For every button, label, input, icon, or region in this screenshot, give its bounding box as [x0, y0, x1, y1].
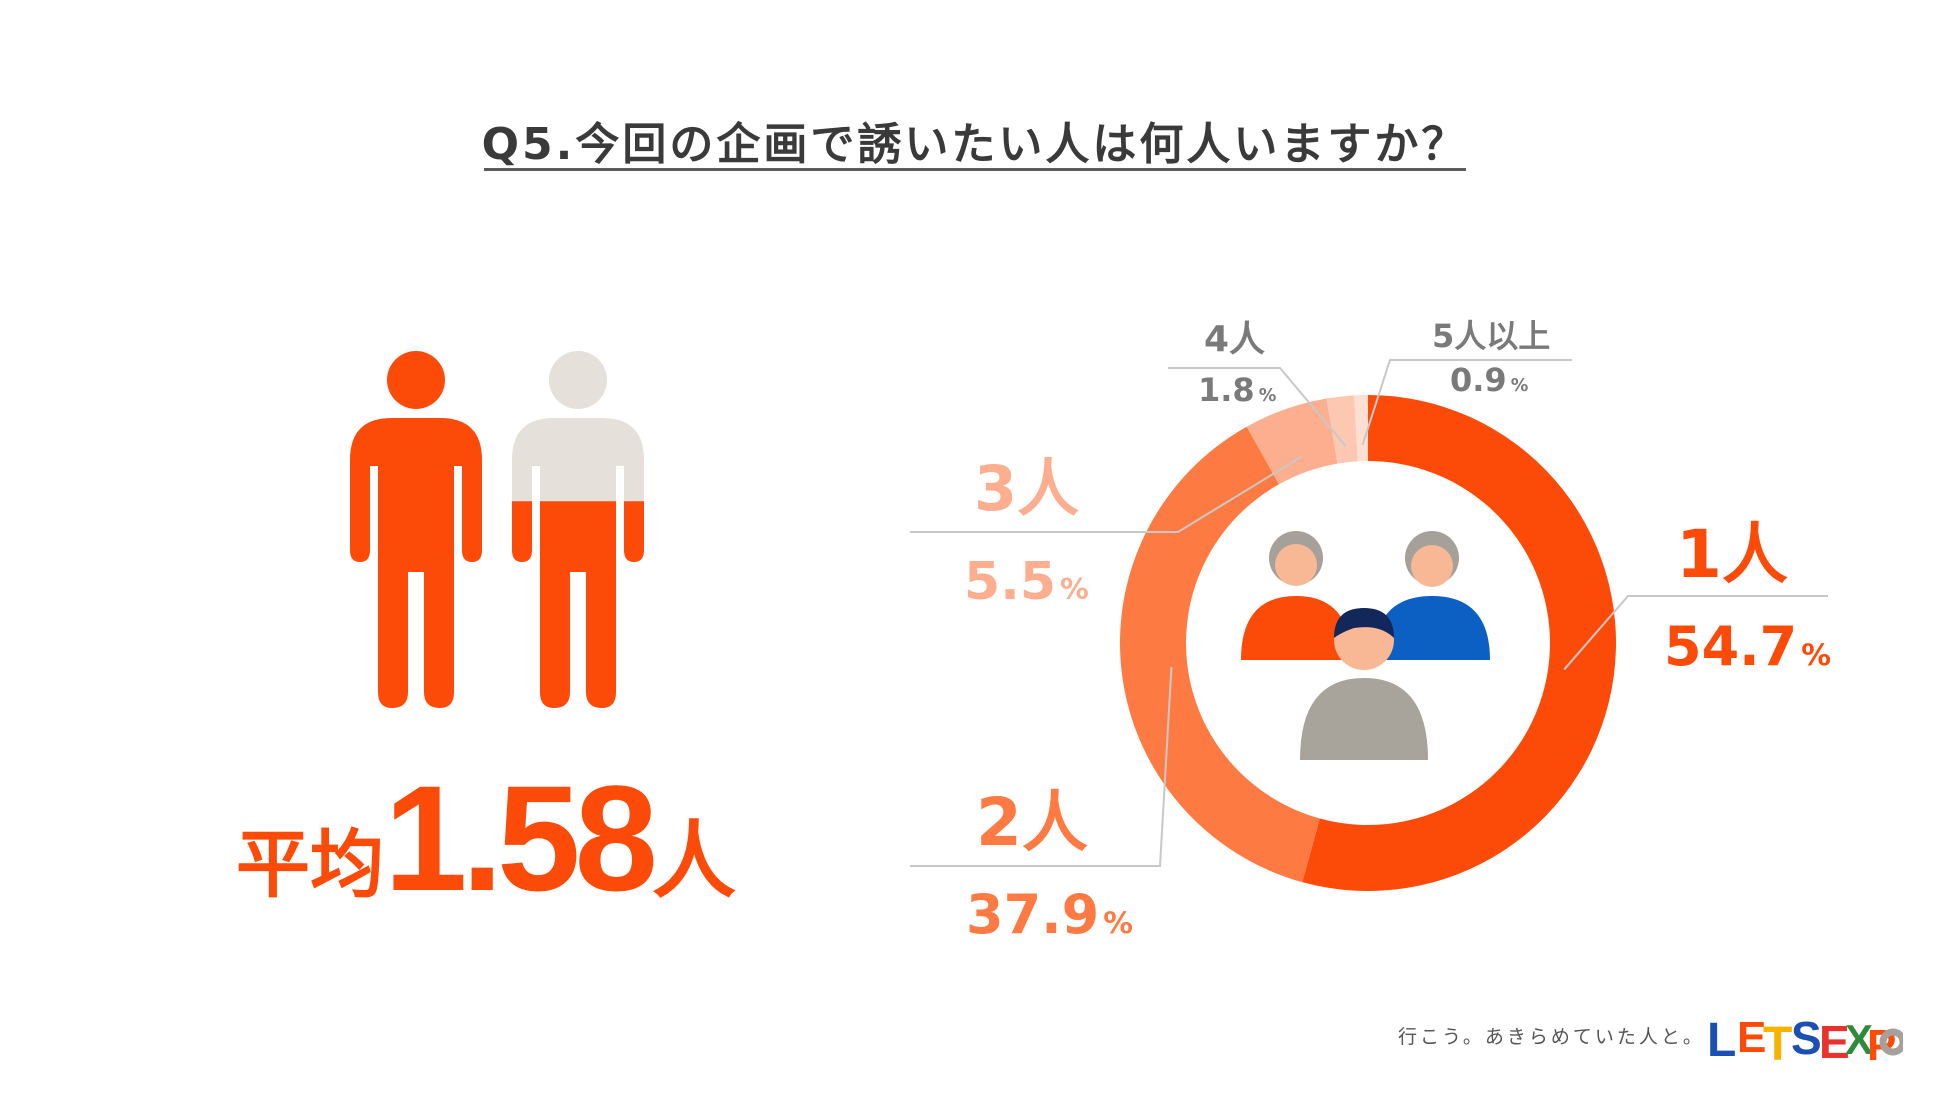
average-label: 平均 — [236, 822, 384, 908]
svg-text:E: E — [1819, 1016, 1850, 1068]
letsexpo-logo: L E T S E X P — [1707, 1012, 1903, 1070]
chart-percent-label: 0.9% — [1450, 361, 1529, 399]
leader-line — [910, 455, 1303, 533]
chart-percent-label: 5.5% — [964, 552, 1089, 612]
person-partial-icon — [512, 351, 644, 708]
donut-slice — [1354, 395, 1368, 462]
average-number: 1.58 — [384, 754, 658, 922]
person-filled-icon — [350, 351, 482, 708]
svg-text:S: S — [1791, 1012, 1822, 1064]
donut-slice — [1120, 426, 1320, 883]
chart-category-label: 2人 — [976, 784, 1088, 861]
donut-slice — [1302, 395, 1616, 891]
donut-slice — [1246, 398, 1338, 485]
chart-percent-label: 1.8% — [1198, 371, 1277, 409]
chart-category-label: 1人 — [1676, 516, 1788, 593]
person-face-icon — [1275, 544, 1317, 586]
people-icon-group — [350, 351, 644, 708]
chart-percent-label: 37.9% — [966, 883, 1133, 946]
person-body-icon — [1300, 678, 1428, 760]
leader-line — [1361, 359, 1572, 446]
person-face-icon — [1411, 545, 1453, 587]
chart-category-label: 4人 — [1204, 319, 1266, 360]
svg-text:L: L — [1707, 1014, 1736, 1067]
chart-percent-label: 54.7% — [1664, 615, 1831, 678]
leader-line — [1563, 595, 1828, 671]
svg-text:T: T — [1763, 1018, 1792, 1070]
title-underline — [484, 168, 1466, 171]
group-people-icon — [1241, 531, 1490, 760]
average-value: 平均1.58人 — [236, 752, 736, 925]
leader-line — [910, 666, 1173, 867]
person-body-icon — [1374, 596, 1490, 660]
average-unit: 人 — [651, 812, 736, 910]
svg-text:E: E — [1737, 1013, 1766, 1062]
svg-text:X: X — [1845, 1016, 1873, 1063]
donut-slice — [1326, 395, 1358, 464]
chart-category-label: 5人以上 — [1432, 317, 1551, 355]
chart-category-label: 3人 — [974, 452, 1080, 525]
footer-tagline: 行こう。あきらめていた人と。 — [1398, 1026, 1705, 1048]
person-body-icon — [1241, 596, 1351, 660]
person-hair-icon — [1334, 608, 1394, 638]
page-title: Q5.今回の企画で誘いたい人は何人いますか？ — [481, 119, 1469, 170]
leader-line — [1168, 367, 1347, 447]
